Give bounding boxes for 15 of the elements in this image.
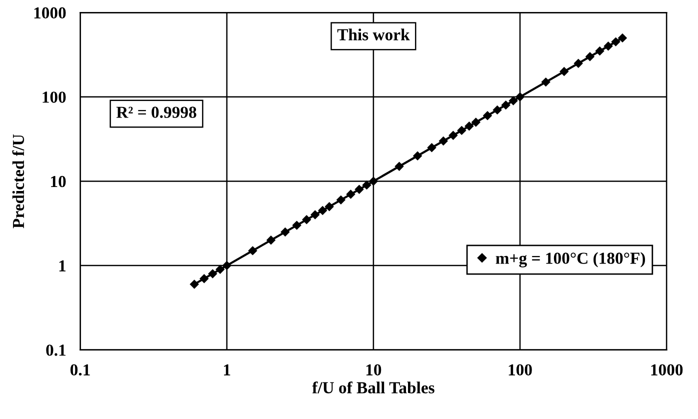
x-tick-label: 10 [366, 364, 382, 376]
y-axis-title: Predicted f/U [12, 134, 24, 228]
x-tick-label: 1000 [651, 364, 683, 376]
annotation: R² = 0.9998 [116, 106, 196, 118]
x-tick-label: 1 [224, 364, 230, 376]
x-tick-label: 0.1 [70, 364, 90, 376]
x-tick-label: 100 [508, 364, 532, 376]
y-tick-label: 0.1 [46, 344, 66, 356]
y-tick-label: 10 [51, 176, 66, 188]
y-tick-label: 1000 [34, 7, 66, 19]
legend-label: m+g = 100°C (180°F) [496, 252, 645, 268]
annotation: This work [337, 28, 410, 40]
x-axis-title: f/U of Ball Tables [312, 381, 434, 394]
y-tick-label: 1 [59, 260, 66, 272]
y-tick-label: 100 [42, 92, 66, 103]
